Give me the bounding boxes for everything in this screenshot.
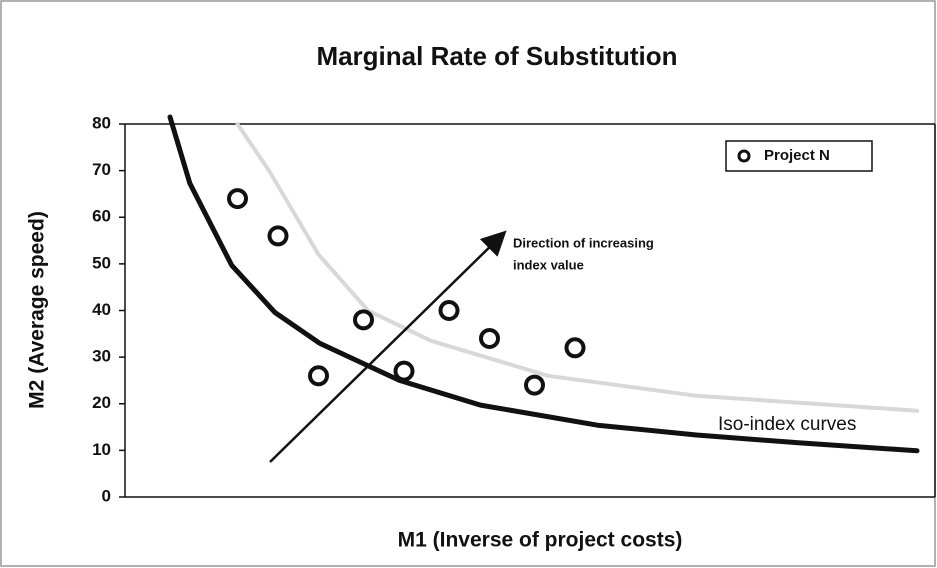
data-point	[479, 327, 500, 349]
y-tick-label: 10	[92, 440, 111, 459]
y-axis-label: M2 (Average speed)	[26, 211, 49, 409]
direction-arrow	[269, 230, 507, 463]
y-tick-label: 60	[92, 207, 111, 226]
arrow-text: index value	[513, 257, 584, 272]
chart-title: Marginal Rate of Substitution	[316, 41, 677, 71]
y-tick-label: 20	[92, 393, 111, 412]
y-tick-label: 80	[92, 113, 111, 132]
data-point	[308, 365, 329, 387]
legend-label: Project N	[764, 147, 830, 164]
data-point	[393, 360, 415, 382]
data-point	[353, 309, 374, 331]
y-tick-label: 40	[92, 300, 111, 319]
data-point	[438, 300, 460, 321]
legend: Project N	[725, 140, 873, 172]
iso-curve	[235, 122, 919, 413]
data-point	[267, 225, 289, 247]
x-axis-label: M1 (Inverse of project costs)	[398, 529, 683, 552]
curve-label: Iso-index curves	[718, 414, 856, 435]
y-tick-label: 70	[92, 160, 111, 179]
data-point	[227, 188, 248, 210]
plot-area: 0 10 20 30 40 50 60 70 80 Project N	[92, 113, 936, 505]
y-tick-label: 50	[92, 253, 111, 272]
y-tick-label: 30	[92, 347, 111, 366]
arrow-text: Direction of increasing	[513, 235, 654, 250]
data-point	[524, 374, 545, 396]
legend-marker	[737, 149, 751, 163]
y-tick-label: 0	[102, 486, 111, 505]
data-point	[564, 337, 586, 359]
